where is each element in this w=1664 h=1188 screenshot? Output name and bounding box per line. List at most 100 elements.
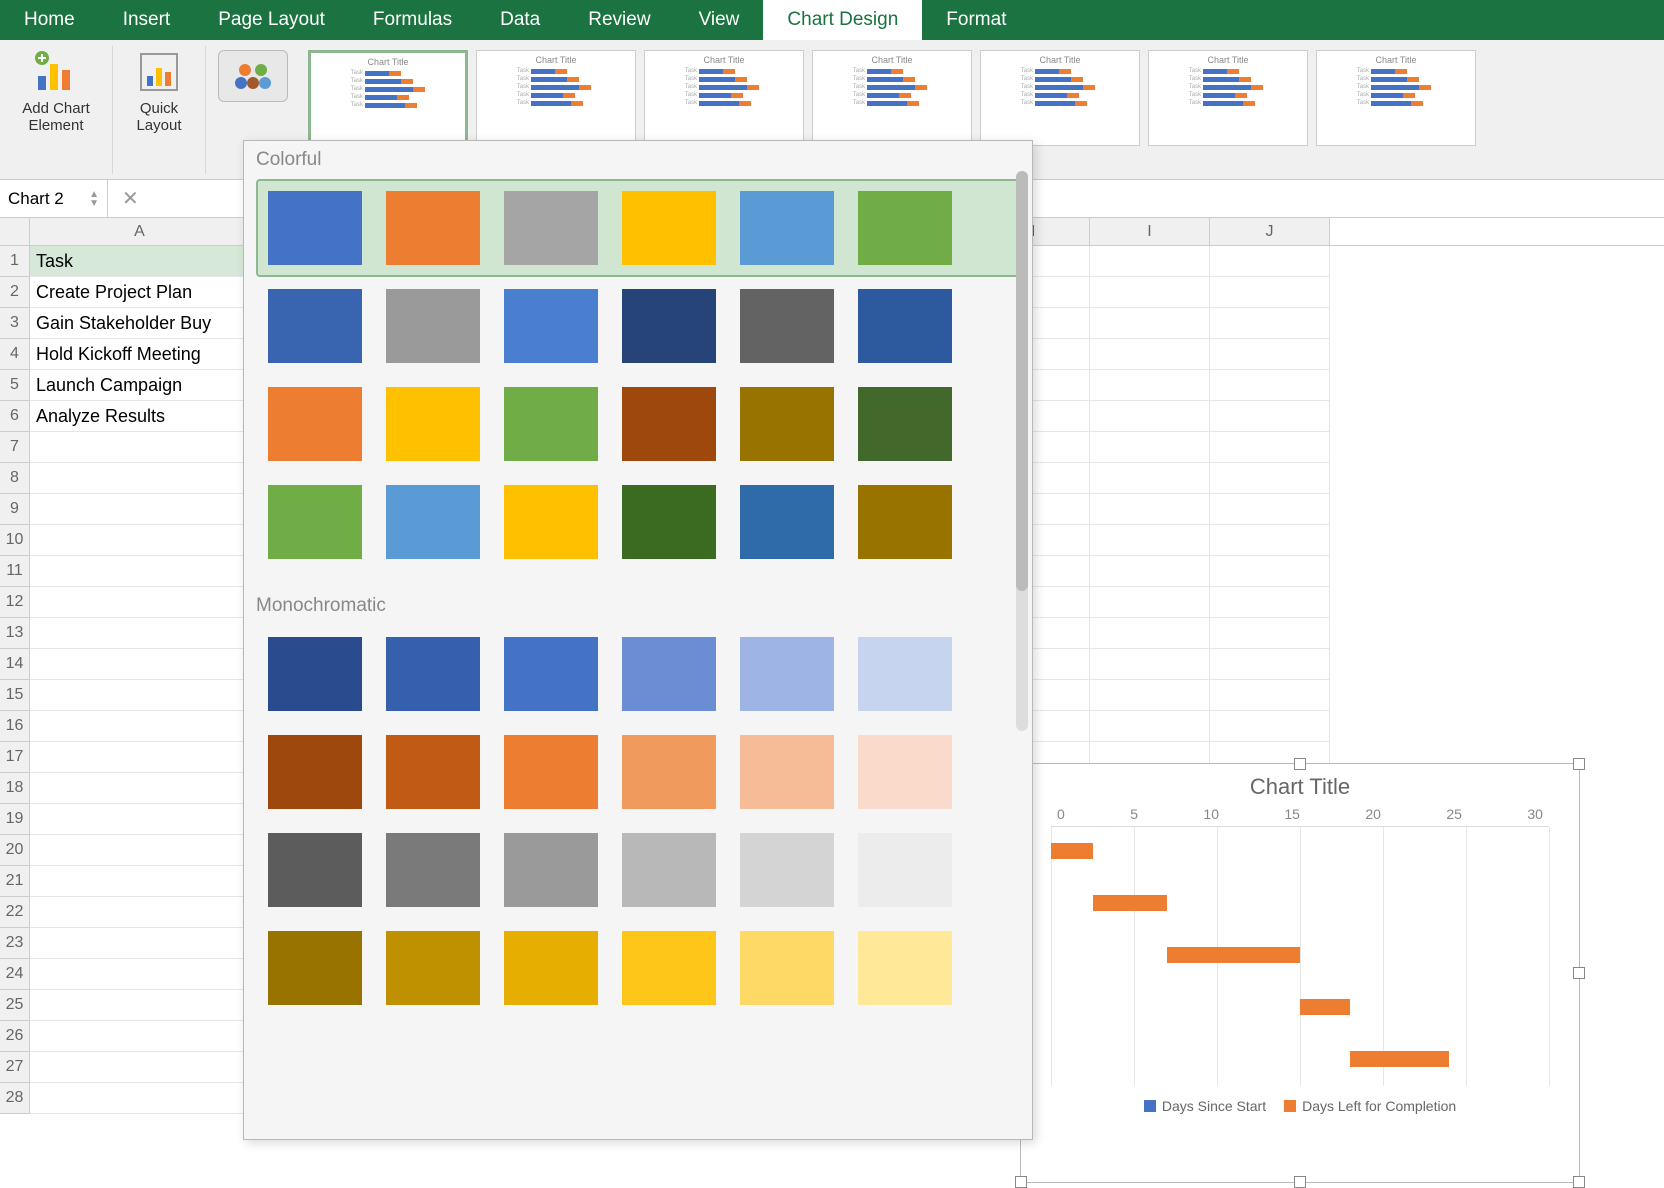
palette-row[interactable]: [268, 473, 1008, 571]
palette-row[interactable]: [268, 625, 1008, 723]
cell-A15[interactable]: [30, 680, 250, 711]
color-swatch[interactable]: [622, 191, 716, 265]
row-header-28[interactable]: 28: [0, 1083, 30, 1114]
row-header-27[interactable]: 27: [0, 1052, 30, 1083]
cell-I10[interactable]: [1090, 525, 1210, 556]
cell-A13[interactable]: [30, 618, 250, 649]
chart-bar[interactable]: [1350, 1051, 1450, 1067]
cell-I12[interactable]: [1090, 587, 1210, 618]
chart-style-7[interactable]: Chart TitleTaskTaskTaskTaskTask: [1316, 50, 1476, 146]
cell-J16[interactable]: [1210, 711, 1330, 742]
color-swatch[interactable]: [740, 289, 834, 363]
color-swatch[interactable]: [386, 833, 480, 907]
row-header-7[interactable]: 7: [0, 432, 30, 463]
cell-A20[interactable]: [30, 835, 250, 866]
cell-J2[interactable]: [1210, 277, 1330, 308]
color-swatch[interactable]: [504, 931, 598, 1005]
cell-J7[interactable]: [1210, 432, 1330, 463]
color-swatch[interactable]: [740, 735, 834, 809]
row-header-25[interactable]: 25: [0, 990, 30, 1021]
chart-legend[interactable]: Days Since Start Days Left for Completio…: [1021, 1086, 1579, 1114]
name-box-spinner[interactable]: ▲▼: [89, 190, 99, 208]
formula-cancel-icon[interactable]: ✕: [108, 186, 153, 211]
color-swatch[interactable]: [268, 833, 362, 907]
row-header-21[interactable]: 21: [0, 866, 30, 897]
color-swatch[interactable]: [740, 387, 834, 461]
row-header-2[interactable]: 2: [0, 277, 30, 308]
chart-bar[interactable]: [1051, 843, 1093, 859]
cell-I7[interactable]: [1090, 432, 1210, 463]
tab-chart-design[interactable]: Chart Design: [763, 0, 922, 40]
tab-review[interactable]: Review: [564, 0, 674, 40]
tab-data[interactable]: Data: [476, 0, 564, 40]
cell-A17[interactable]: [30, 742, 250, 773]
cell-I11[interactable]: [1090, 556, 1210, 587]
row-header-20[interactable]: 20: [0, 835, 30, 866]
color-swatch[interactable]: [858, 833, 952, 907]
color-swatch[interactable]: [504, 637, 598, 711]
row-header-13[interactable]: 13: [0, 618, 30, 649]
row-header-17[interactable]: 17: [0, 742, 30, 773]
select-all-corner[interactable]: [0, 218, 30, 245]
color-swatch[interactable]: [386, 931, 480, 1005]
cell-A21[interactable]: [30, 866, 250, 897]
color-swatch[interactable]: [504, 191, 598, 265]
tab-formulas[interactable]: Formulas: [349, 0, 476, 40]
column-header-J[interactable]: J: [1210, 218, 1330, 245]
cell-J3[interactable]: [1210, 308, 1330, 339]
color-swatch[interactable]: [858, 387, 952, 461]
chart-bar[interactable]: [1167, 947, 1300, 963]
color-swatch[interactable]: [622, 833, 716, 907]
color-swatch[interactable]: [268, 931, 362, 1005]
cell-I15[interactable]: [1090, 680, 1210, 711]
row-header-23[interactable]: 23: [0, 928, 30, 959]
color-swatch[interactable]: [740, 931, 834, 1005]
row-header-10[interactable]: 10: [0, 525, 30, 556]
color-swatch[interactable]: [622, 485, 716, 559]
cell-A24[interactable]: [30, 959, 250, 990]
cell-A12[interactable]: [30, 587, 250, 618]
color-swatch[interactable]: [268, 289, 362, 363]
tab-home[interactable]: Home: [0, 0, 99, 40]
cell-I8[interactable]: [1090, 463, 1210, 494]
cell-A16[interactable]: [30, 711, 250, 742]
row-header-9[interactable]: 9: [0, 494, 30, 525]
color-swatch[interactable]: [858, 637, 952, 711]
color-swatch[interactable]: [268, 485, 362, 559]
chart-title[interactable]: Chart Title: [1021, 764, 1579, 806]
tab-insert[interactable]: Insert: [99, 0, 195, 40]
cell-I2[interactable]: [1090, 277, 1210, 308]
color-swatch[interactable]: [504, 485, 598, 559]
cell-A4[interactable]: Hold Kickoff Meeting: [30, 339, 250, 370]
row-header-8[interactable]: 8: [0, 463, 30, 494]
cell-A5[interactable]: Launch Campaign: [30, 370, 250, 401]
color-swatch[interactable]: [268, 387, 362, 461]
color-swatch[interactable]: [504, 833, 598, 907]
chart-style-5[interactable]: Chart TitleTaskTaskTaskTaskTask: [980, 50, 1140, 146]
chart-plot-area[interactable]: [1051, 826, 1549, 1086]
cell-A14[interactable]: [30, 649, 250, 680]
cell-I6[interactable]: [1090, 401, 1210, 432]
row-header-16[interactable]: 16: [0, 711, 30, 742]
cell-J9[interactable]: [1210, 494, 1330, 525]
cell-A18[interactable]: [30, 773, 250, 804]
color-swatch[interactable]: [386, 735, 480, 809]
cell-I1[interactable]: [1090, 246, 1210, 277]
cell-J15[interactable]: [1210, 680, 1330, 711]
cell-I3[interactable]: [1090, 308, 1210, 339]
row-header-19[interactable]: 19: [0, 804, 30, 835]
cell-A3[interactable]: Gain Stakeholder Buy: [30, 308, 250, 339]
color-swatch[interactable]: [504, 735, 598, 809]
chart-style-6[interactable]: Chart TitleTaskTaskTaskTaskTask: [1148, 50, 1308, 146]
row-header-14[interactable]: 14: [0, 649, 30, 680]
chart-bar[interactable]: [1300, 999, 1350, 1015]
palette-row[interactable]: [268, 919, 1008, 1017]
row-header-26[interactable]: 26: [0, 1021, 30, 1052]
color-swatch[interactable]: [386, 637, 480, 711]
tab-view[interactable]: View: [675, 0, 764, 40]
cell-A9[interactable]: [30, 494, 250, 525]
cell-J14[interactable]: [1210, 649, 1330, 680]
color-swatch[interactable]: [740, 191, 834, 265]
tab-page-layout[interactable]: Page Layout: [194, 0, 349, 40]
color-swatch[interactable]: [386, 191, 480, 265]
